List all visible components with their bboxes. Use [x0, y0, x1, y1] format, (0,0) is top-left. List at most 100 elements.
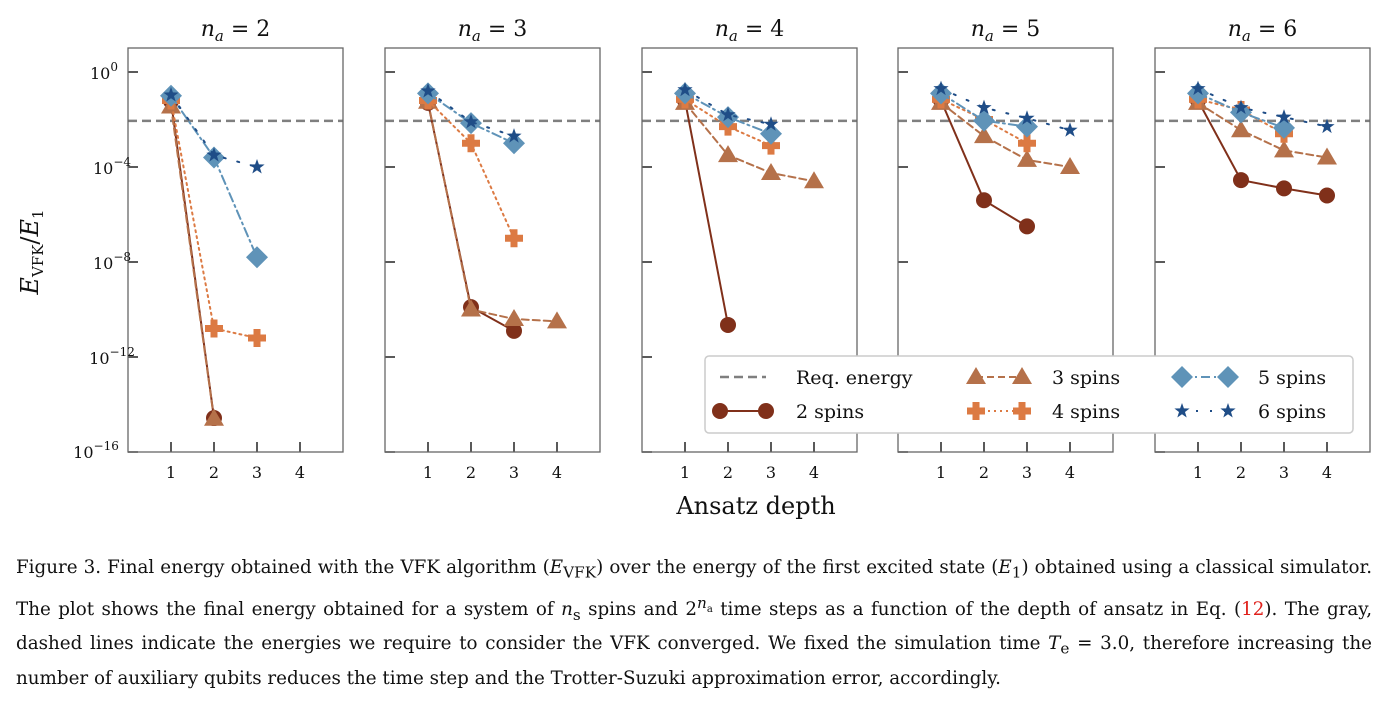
- series-line-6-spins: [684, 88, 772, 126]
- data-point-5-spins: [1273, 116, 1295, 139]
- y-axis-label: EVFK/E1: [16, 209, 47, 295]
- data-point-3-spins: [804, 171, 824, 189]
- circle-marker: [712, 403, 728, 419]
- data-point-3-spins: [1274, 140, 1294, 158]
- series-line-3-spins: [170, 105, 215, 420]
- panel-title: na = 5: [971, 17, 1041, 45]
- data-point-6-spins: [1019, 110, 1035, 125]
- panel-frame: [1154, 47, 1371, 453]
- x-tick-label: 3: [252, 463, 262, 482]
- data-point-5-spins: [1230, 101, 1252, 124]
- data-point-3-spins: [547, 311, 567, 329]
- panel-title-eq: = 4: [738, 17, 784, 42]
- caption-text: ) obtained using a classical simulator. …: [16, 557, 1373, 620]
- data-point-6-spins: [506, 128, 522, 143]
- y-tick-base: 10: [90, 64, 110, 83]
- series-line-5-spins: [684, 92, 772, 135]
- equation-reference-link[interactable]: 12: [1241, 598, 1265, 620]
- panel-frame: [384, 47, 601, 453]
- caption-math-sub: s: [572, 605, 581, 624]
- panel-title: na = 6: [1228, 17, 1298, 45]
- caption-label: Figure 3.: [16, 557, 102, 578]
- legend-label: Req. energy: [796, 367, 913, 389]
- data-point-6-spins: [249, 159, 265, 174]
- x-tick-label: 2: [209, 463, 219, 482]
- data-point-2-spins: [720, 316, 736, 333]
- data-point-5-spins: [760, 122, 782, 145]
- caption-math-sub: a: [706, 603, 713, 615]
- caption-text: Final energy obtained with the VFK algor…: [101, 557, 550, 578]
- panel-title-var: n: [201, 17, 215, 42]
- star-marker: [1174, 403, 1190, 418]
- data-point-6-spins: [463, 113, 479, 129]
- star-marker: [1220, 403, 1236, 418]
- triangle-marker: [1012, 367, 1032, 384]
- y-tick-base: 10: [93, 159, 113, 178]
- figure-caption: Figure 3. Final energy obtained with the…: [16, 553, 1372, 694]
- x-tick-label: 1: [1193, 463, 1203, 482]
- y-tick-label: 10−16: [73, 439, 119, 462]
- x-tick-label: 4: [552, 463, 562, 482]
- legend-label: 6 spins: [1258, 401, 1326, 423]
- panel-title-var: n: [971, 17, 985, 42]
- panel-title-eq: = 3: [481, 17, 527, 42]
- series-line-3-spins: [684, 101, 815, 183]
- triangle-marker: [966, 367, 986, 384]
- legend-entry: 5 spins: [1171, 366, 1326, 389]
- y-tick-base: 10: [73, 443, 93, 462]
- data-point-3-spins: [1317, 147, 1337, 165]
- plus-marker: [1013, 402, 1031, 420]
- data-point-6-spins: [976, 99, 992, 115]
- data-point-6-spins: [1062, 122, 1078, 137]
- x-tick-label: 2: [1236, 463, 1246, 482]
- panel-title-sub: a: [729, 27, 738, 45]
- series-line-6-spins: [940, 87, 1071, 132]
- legend-label: 4 spins: [1052, 401, 1120, 423]
- caption-math-sub: 1: [1011, 563, 1022, 582]
- legend-label: 3 spins: [1052, 367, 1120, 389]
- caption-math-sub: e: [1060, 640, 1070, 659]
- y-tick-label: 100: [90, 60, 118, 83]
- x-tick-label: 1: [680, 463, 690, 482]
- diamond-marker: [1217, 366, 1239, 388]
- data-point-4-spins: [248, 329, 266, 347]
- data-point-6-spins: [1190, 80, 1206, 96]
- caption-math-sub: VFK: [563, 563, 597, 582]
- y-tick-base: 10: [93, 254, 113, 273]
- legend-label: 5 spins: [1258, 367, 1326, 389]
- data-point-6-spins: [763, 116, 779, 131]
- y-tick-label: 10−4: [93, 155, 131, 178]
- data-point-5-spins: [1187, 82, 1209, 105]
- panel-title-var: n: [1228, 17, 1242, 42]
- y-tick-exponent: −8: [113, 250, 131, 264]
- data-point-6-spins: [420, 83, 436, 98]
- data-point-3-spins: [461, 299, 481, 317]
- data-point-4-spins: [762, 136, 780, 155]
- subplot-panel: na = 2 1 2 3 4: [127, 17, 344, 482]
- x-tick-label: 4: [295, 463, 305, 482]
- data-point-2-spins: [1276, 180, 1292, 197]
- x-tick-label: 1: [936, 463, 946, 482]
- data-point-6-spins: [933, 80, 949, 96]
- x-tick-label: 4: [1322, 463, 1332, 482]
- data-point-3-spins: [1017, 149, 1037, 167]
- x-tick-label: 3: [509, 463, 519, 482]
- panel-title-eq: = 2: [224, 17, 270, 42]
- data-point-6-spins: [1319, 118, 1335, 134]
- circle-marker: [758, 403, 774, 419]
- x-tick-label: 1: [166, 463, 176, 482]
- panel-title-var: n: [458, 17, 472, 42]
- data-point-6-spins: [163, 87, 179, 102]
- data-point-3-spins: [204, 408, 224, 426]
- x-tick-label: 3: [1022, 463, 1032, 482]
- panel-title-var: n: [715, 17, 729, 42]
- caption-text: time steps as a function of the depth of…: [712, 598, 1242, 620]
- data-point-6-spins: [720, 106, 736, 122]
- data-point-5-spins: [973, 109, 995, 132]
- data-point-5-spins: [246, 246, 268, 269]
- data-point-2-spins: [1319, 187, 1335, 204]
- legend-entry: 6 spins: [1174, 401, 1326, 423]
- y-tick-base: 10: [89, 349, 109, 368]
- x-tick-label: 4: [809, 463, 819, 482]
- legend-label: 2 spins: [796, 401, 864, 423]
